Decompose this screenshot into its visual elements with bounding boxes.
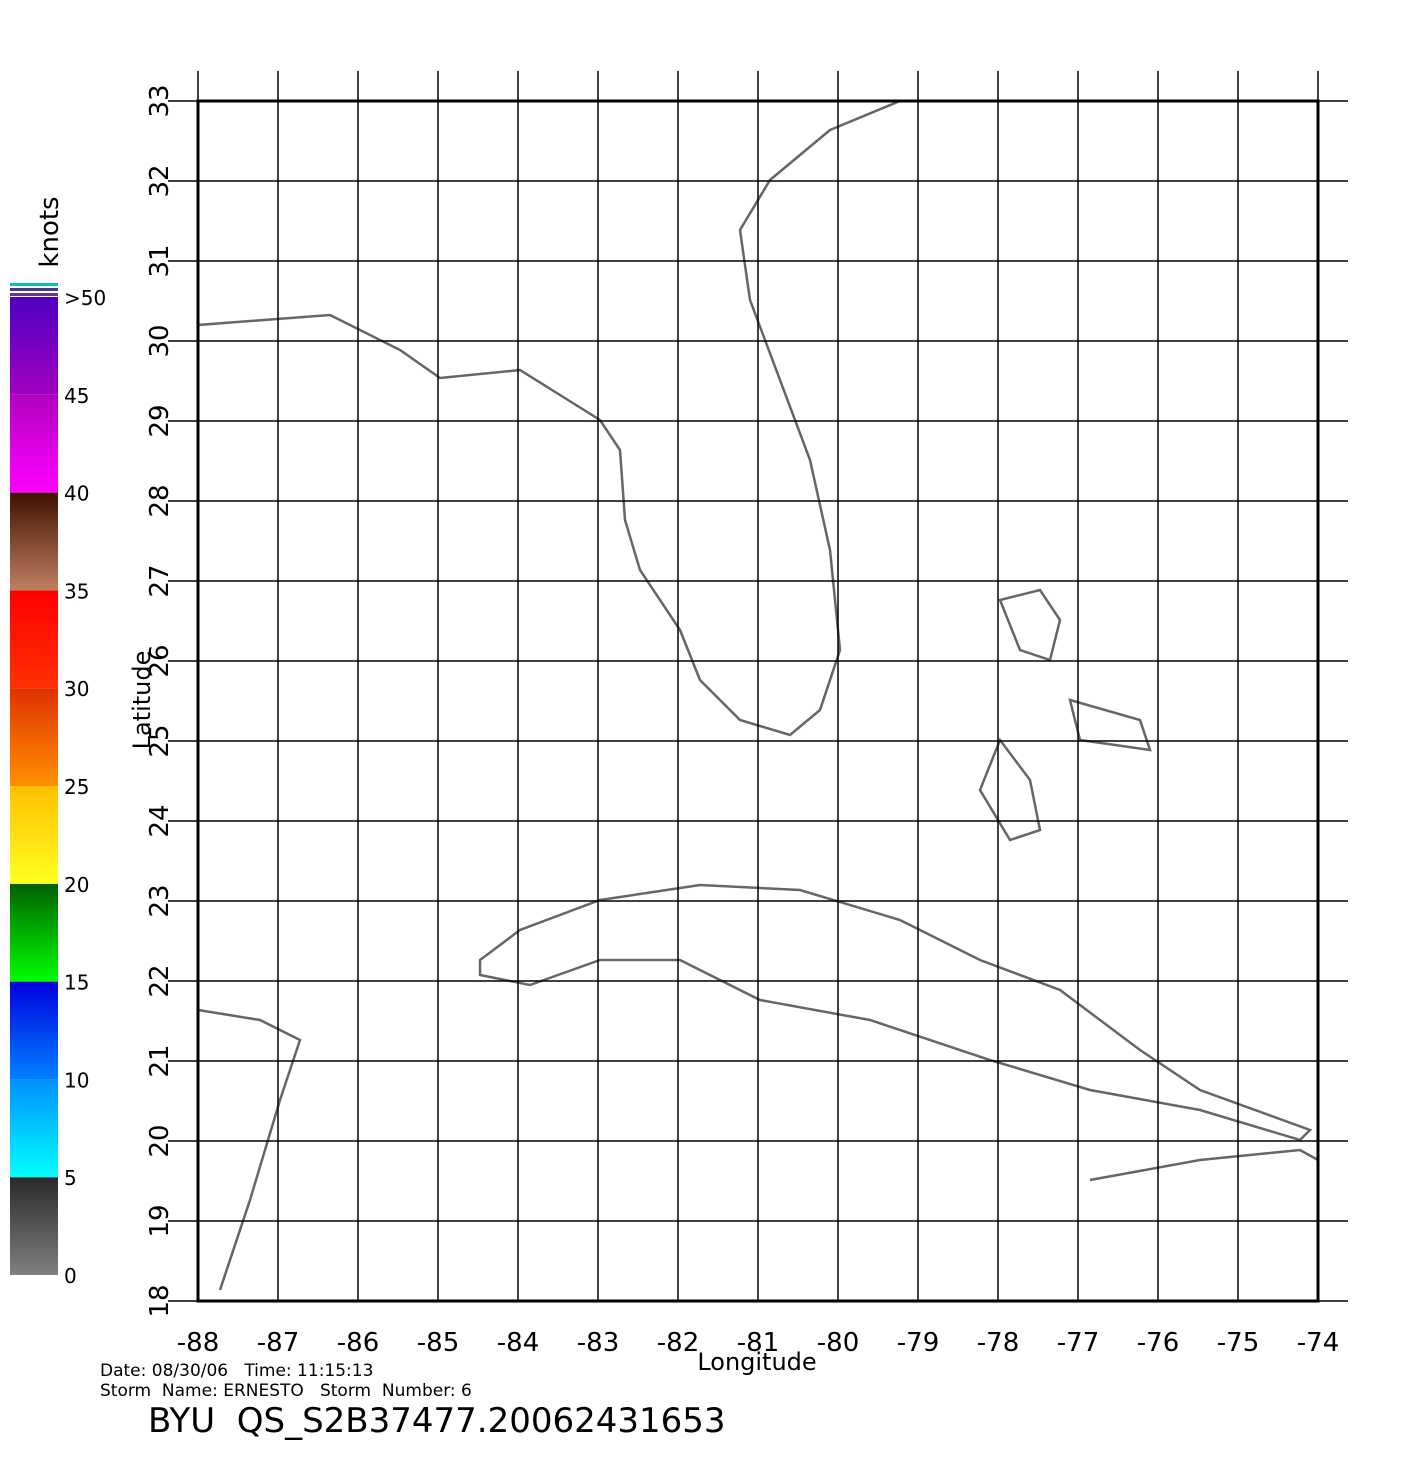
colorbar-segment	[10, 1177, 58, 1275]
x-tick-label: -80	[817, 1328, 859, 1358]
hispaniola-coast	[1089, 1148, 1319, 1182]
x-tick-label: -85	[417, 1328, 459, 1358]
y-tick-label: 27	[145, 564, 175, 597]
colorbar-unit: knots	[35, 196, 65, 267]
x-tick-label: -88	[177, 1328, 219, 1358]
colorbar-tick-label: >50	[64, 286, 106, 310]
colorbar-tick-label: 45	[64, 384, 89, 408]
colorbar-cap	[10, 288, 58, 291]
y-tick-label: 18	[145, 1284, 175, 1317]
y-tick-label: 28	[145, 484, 175, 517]
colorbar-tick-label: 5	[64, 1166, 77, 1190]
x-tick-label: -76	[1137, 1328, 1179, 1358]
yucatan-coast	[197, 1008, 302, 1291]
colorbar-tick-label: 30	[64, 677, 89, 701]
colorbar-tick-label: 10	[64, 1068, 89, 1092]
y-tick-label: 29	[145, 404, 175, 437]
colorbar-tick-label: 40	[64, 482, 89, 506]
colorbar-segment	[10, 1079, 58, 1178]
colorbar-segment	[10, 590, 58, 689]
colorbar-segment	[10, 883, 58, 982]
x-tick-label: -78	[977, 1328, 1019, 1358]
y-tick-label: 24	[145, 804, 175, 837]
x-tick-label: -84	[497, 1328, 539, 1358]
x-axis-title: Longitude	[697, 1348, 816, 1376]
y-tick-label: 23	[145, 884, 175, 917]
x-tick-label: -77	[1057, 1328, 1099, 1358]
y-tick-label: 32	[145, 164, 175, 197]
footer-date: Date: 08/30/06 Time: 11:15:13	[100, 1361, 373, 1381]
x-tick-label: -81	[737, 1328, 779, 1358]
y-tick-label: 19	[145, 1204, 175, 1237]
y-axis-title: Latitude	[128, 651, 156, 750]
x-tick-label: -82	[657, 1328, 699, 1358]
x-tick-label: -75	[1217, 1328, 1259, 1358]
y-tick-label: 30	[145, 324, 175, 357]
colorbar-tick-label: 25	[64, 775, 89, 799]
colorbar-segment	[10, 786, 58, 884]
colorbar-segment	[10, 688, 58, 786]
y-tick-label: 26	[145, 644, 175, 677]
y-tick-label: 21	[145, 1044, 175, 1077]
footer-title: BYU QS_S2B37477.20062431653	[148, 1401, 726, 1441]
coastlines	[197, 99, 1319, 1291]
colorbar-cap	[10, 293, 58, 296]
cuba-coast	[478, 883, 1313, 1142]
florida-coast	[197, 99, 901, 737]
y-tick-label: 31	[145, 244, 175, 277]
bahamas-coast	[978, 588, 1152, 842]
x-tick-label: -74	[1297, 1328, 1339, 1358]
colorbar-tick-label: 20	[64, 873, 89, 897]
x-tick-label: -87	[257, 1328, 299, 1358]
x-tick-label: -83	[577, 1328, 619, 1358]
colorbar-segment	[10, 492, 58, 591]
colorbar-tick-label: 0	[64, 1264, 77, 1288]
x-tick-label: -86	[337, 1328, 379, 1358]
colorbar-cap	[10, 283, 58, 286]
colorbar-tick-label: 35	[64, 579, 89, 603]
plot-frame	[196, 99, 1320, 1303]
colorbar-segment	[10, 981, 58, 1080]
y-tick-label: 20	[145, 1124, 175, 1157]
colorbar-segment	[10, 394, 58, 493]
y-tick-label: 25	[145, 724, 175, 757]
colorbar-segment	[10, 297, 58, 395]
footer-storm: Storm Name: ERNESTO Storm Number: 6	[100, 1381, 472, 1401]
colorbar-tick-label: 15	[64, 971, 89, 995]
x-tick-label: -79	[897, 1328, 939, 1358]
y-tick-label: 33	[145, 84, 175, 117]
y-tick-label: 22	[145, 964, 175, 997]
